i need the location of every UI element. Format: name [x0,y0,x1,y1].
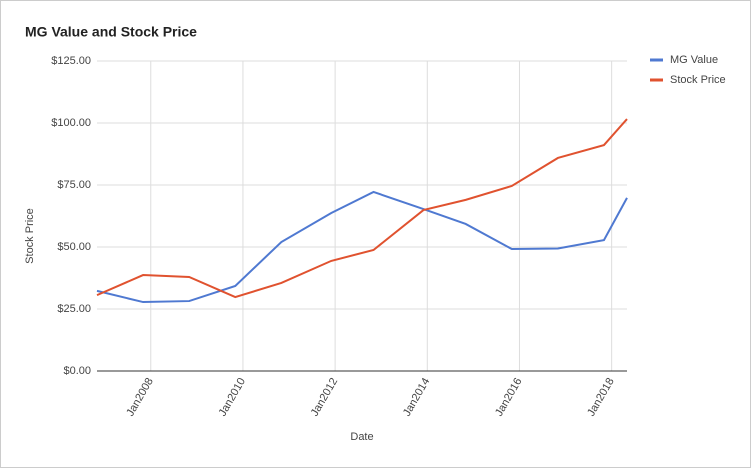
x-axis-title: Date [350,431,373,443]
y-tick-label: $50.00 [57,241,91,253]
y-tick-label: $75.00 [57,179,91,191]
chart-title: MG Value and Stock Price [25,24,197,40]
series-line [96,118,628,299]
y-tick-label: $0.00 [63,365,91,377]
y-tick-label: $25.00 [57,303,91,315]
legend-label: MG Value [670,54,718,66]
y-tick-label: $125.00 [51,55,91,67]
series-line [96,190,628,304]
legend-label: Stock Price [670,74,726,86]
y-axis-title: Stock Price [24,208,36,264]
y-tick-label: $100.00 [51,117,91,129]
